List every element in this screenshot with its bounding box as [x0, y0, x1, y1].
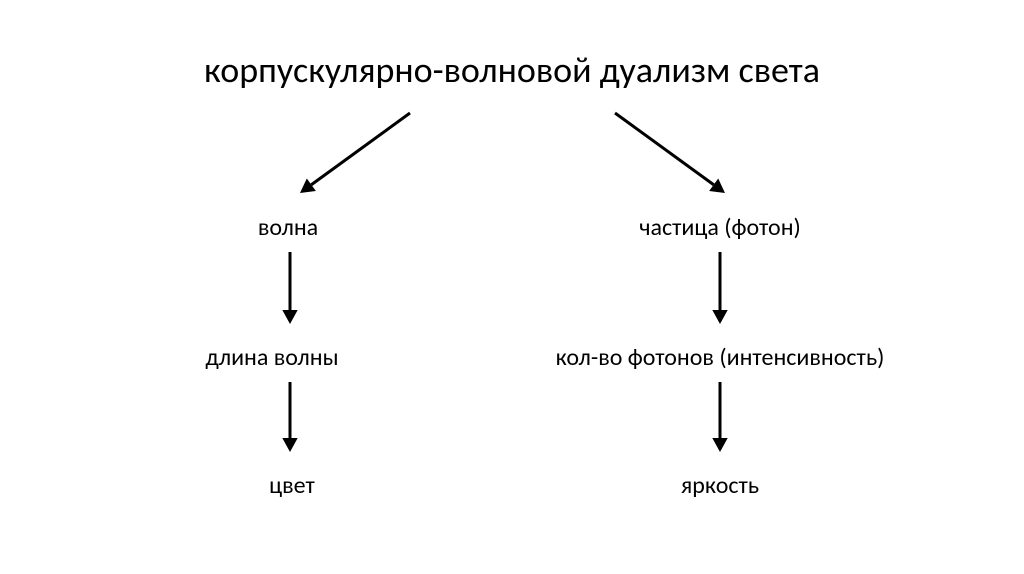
- arrow: [276, 368, 304, 466]
- arrow: [706, 238, 734, 338]
- node-color: цвет: [269, 471, 315, 500]
- node-wavelength: длина волны: [205, 343, 338, 372]
- arrow: [286, 99, 424, 207]
- diagram-title: корпускулярно-волновой дуализм света: [0, 48, 1024, 92]
- arrow: [276, 238, 304, 338]
- arrow: [601, 99, 739, 207]
- arrow: [706, 368, 734, 466]
- node-brightness: яркость: [681, 471, 759, 500]
